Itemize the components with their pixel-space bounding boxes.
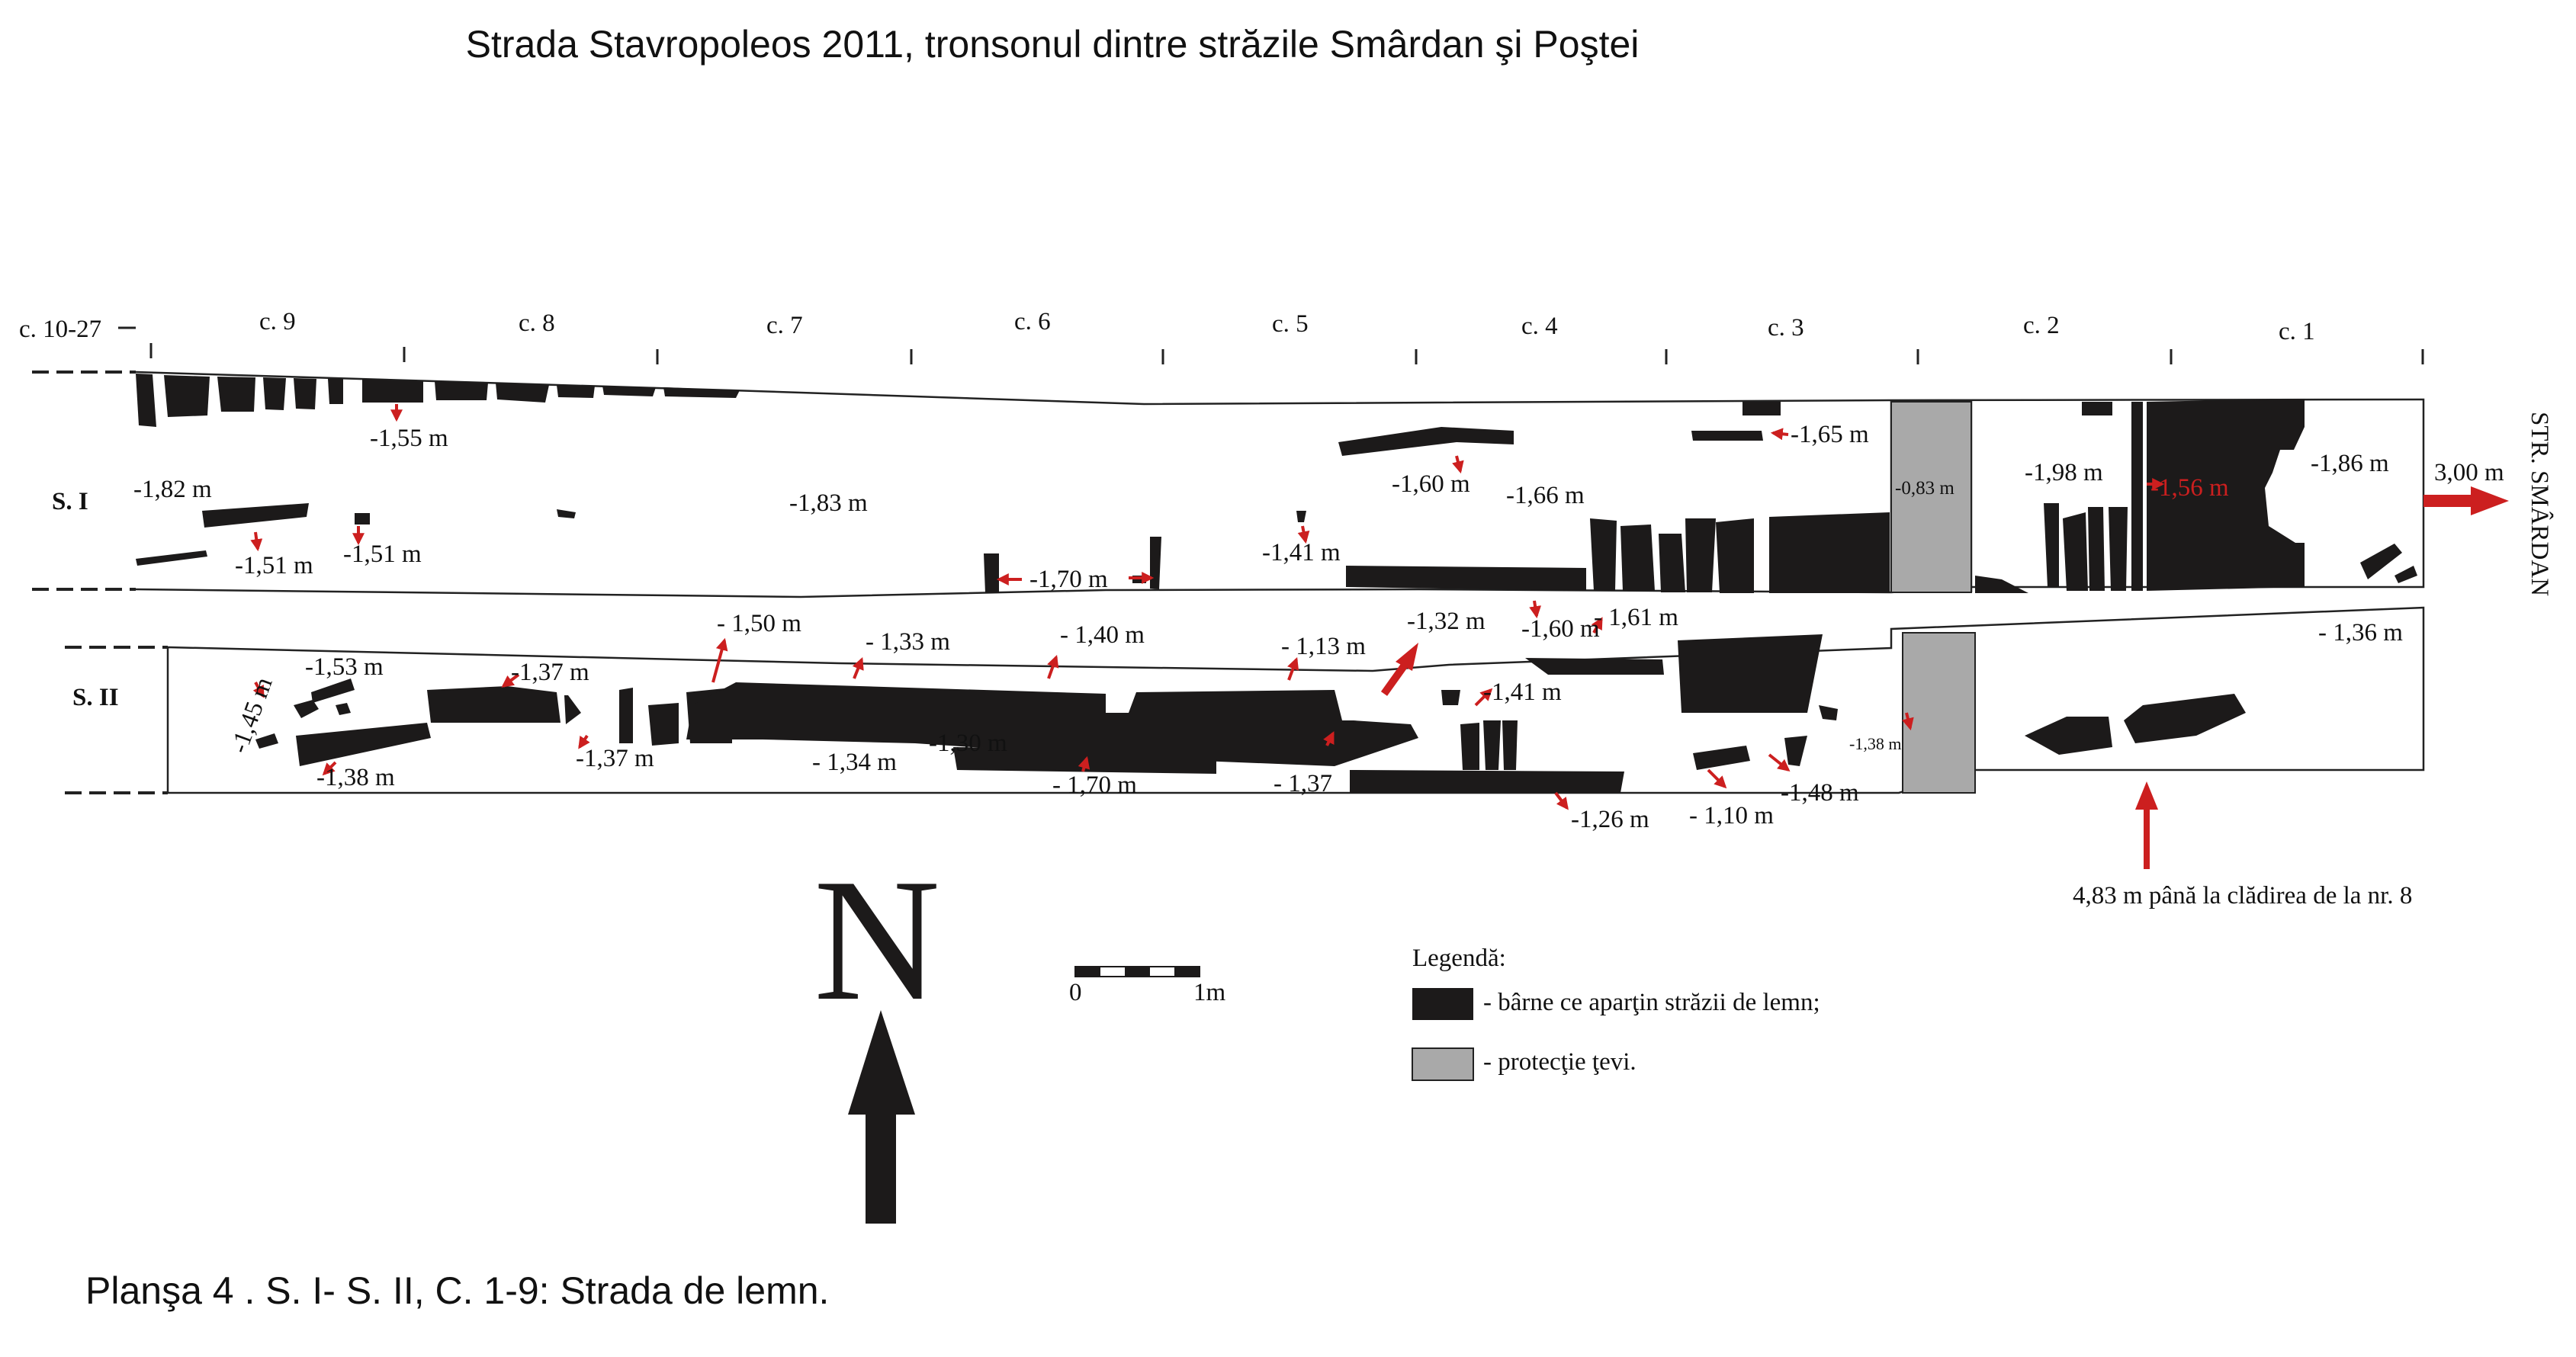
legend-pipe-label: - protecţie ţevi.: [1483, 1048, 1636, 1076]
level-label: - 1,36 m: [2318, 619, 2403, 646]
scale-one: 1m: [1193, 979, 1226, 1006]
north-arrow-icon: [848, 1010, 915, 1224]
level-label: -1,30 m: [929, 730, 1007, 757]
level-label: -1,38 m: [1849, 734, 1901, 753]
sector-label: c. 4: [1521, 313, 1558, 340]
timber-beams-s2: [255, 634, 2246, 793]
level-label: -1,70 m: [1029, 566, 1108, 593]
level-label: -1,37 m: [576, 745, 654, 772]
level-labels-s1: -1,55 m -1,82 m -1,51 m -1,51 m -1,83 m …: [133, 421, 2389, 593]
large-red-arrows: [1380, 486, 2509, 869]
level-arrows: [250, 404, 2165, 810]
sector-ticks: [118, 326, 2424, 364]
sector-label: c. 6: [1014, 308, 1051, 335]
sector-label: c. 10-27: [19, 316, 101, 343]
level-label: -1,56 m: [2150, 474, 2229, 502]
level-label: -1,37 m: [511, 659, 589, 686]
level-label: -1,86 m: [2311, 450, 2389, 477]
sector-labels: c. 10-27 c. 9 c. 8 c. 7 c. 6 c. 5 c. 4 c…: [19, 308, 2315, 345]
level-label: -1,26 m: [1571, 806, 1649, 833]
level-label: - 1,61 m: [1594, 604, 1678, 631]
north-letter: N: [814, 842, 940, 1037]
level-label: - 1,33 m: [866, 628, 950, 656]
level-label: -1,55 m: [370, 425, 448, 452]
level-label: -1,48 m: [1781, 779, 1859, 807]
level-label: -1,60 m: [1521, 615, 1600, 643]
level-label: -1,60 m: [1392, 470, 1470, 498]
level-label: -1,82 m: [133, 476, 212, 503]
scale-zero: 0: [1069, 979, 1082, 1006]
level-label: -1,51 m: [343, 541, 422, 568]
level-label: -1,32 m: [1407, 608, 1486, 635]
level-label: - 1,70 m: [1052, 772, 1137, 799]
level-label: -0,83 m: [1895, 478, 1954, 499]
plan-title: Strada Stavropoleos 2011, tronsonul dint…: [466, 23, 1640, 66]
building-note: 4,83 m până la clădirea de la nr. 8: [2073, 882, 2412, 909]
distance-label: 3,00 m: [2434, 459, 2504, 486]
level-label: -1,51 m: [235, 552, 313, 579]
level-label: -1,38 m: [316, 764, 395, 791]
level-label: -1,66 m: [1506, 482, 1585, 509]
timber-beams-s1: [136, 374, 2417, 593]
sector-label: c. 5: [1272, 310, 1309, 338]
level-label: -1,41 m: [1262, 539, 1341, 566]
legend-swatch-pipe: [1412, 1047, 1474, 1081]
plate-caption: Planşa 4 . S. I- S. II, C. 1-9: Strada d…: [85, 1269, 829, 1312]
dashed-boundaries: [32, 371, 168, 794]
section-label-s2: S. II: [72, 684, 119, 711]
level-label: -1,65 m: [1791, 421, 1869, 448]
level-label: -1,41 m: [1483, 678, 1562, 706]
level-label: -1,98 m: [2025, 459, 2103, 486]
sector-label: c. 2: [2023, 312, 2060, 339]
legend: Legendă: - bârne ce aparţin străzii de l…: [1412, 945, 1820, 1081]
street-label: STR. SMÂRDAN: [2526, 412, 2554, 596]
legend-swatch-timber: [1412, 988, 1473, 1020]
sector-label: c. 8: [519, 310, 555, 337]
sector-label: c. 9: [259, 308, 296, 335]
level-label: - 1,40 m: [1060, 621, 1145, 649]
legend-timber-label: - bârne ce aparţin străzii de lemn;: [1483, 989, 1820, 1016]
level-label: -1,83 m: [789, 489, 868, 517]
level-label: - 1,10 m: [1689, 802, 1774, 829]
sector-label: c. 1: [2279, 318, 2315, 345]
level-label: - 1,37: [1274, 770, 1332, 797]
scale-bar: 0 1m: [1069, 966, 1226, 1006]
level-label: - 1,13 m: [1281, 633, 1366, 660]
legend-title: Legendă:: [1412, 945, 1506, 972]
level-labels-s2: -1,45 m -1,53 m -1,37 m -1,38 m -1,37 m …: [226, 604, 2404, 833]
sector-label: c. 3: [1768, 314, 1804, 342]
level-label: - 1,50 m: [717, 610, 801, 637]
sector-label: c. 7: [766, 312, 803, 339]
section-label-s1: S. I: [52, 488, 88, 515]
pipe-protection: [1890, 401, 1976, 794]
level-label: - 1,34 m: [812, 749, 897, 776]
level-label: -1,53 m: [305, 653, 384, 681]
